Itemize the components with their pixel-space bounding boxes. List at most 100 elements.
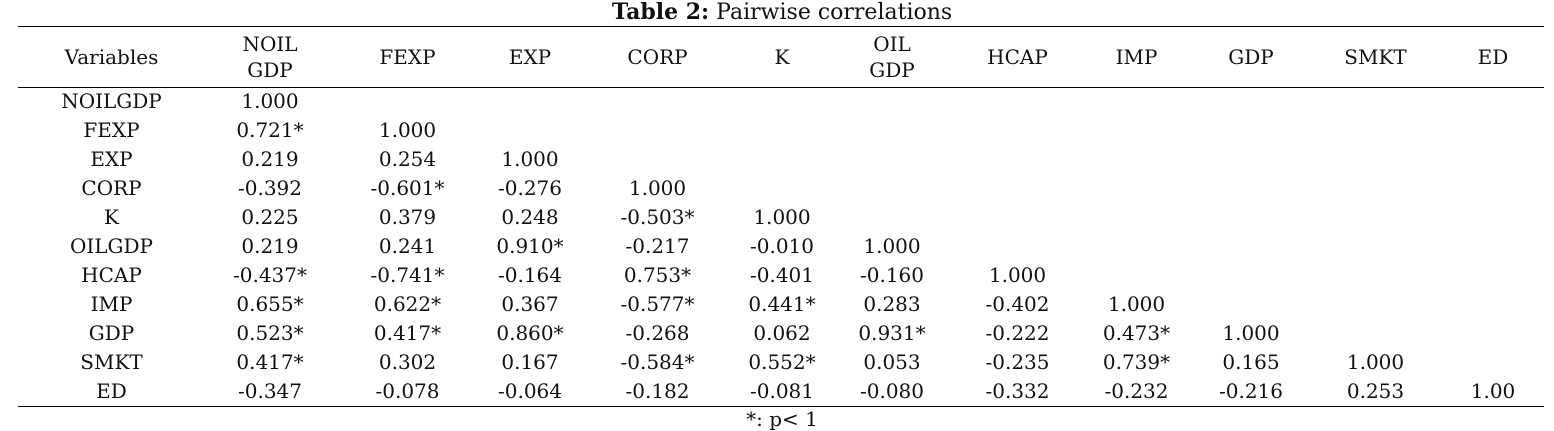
correlation-cell: 1.000 bbox=[1107, 292, 1166, 316]
correlation-cell: -0.217 bbox=[625, 234, 690, 258]
row-label: ED bbox=[96, 379, 127, 403]
correlation-table: Variables NOIL GDP FEXP EXP CORP K OIL GDP HCAP I… bbox=[18, 27, 1544, 406]
correlation-cell bbox=[1309, 145, 1442, 174]
correlation-cell bbox=[1193, 116, 1309, 145]
row-label: GDP bbox=[88, 321, 135, 345]
correlation-cell: 1.000 bbox=[1346, 350, 1405, 374]
row-label: NOILGDP bbox=[61, 89, 162, 113]
correlation-cell bbox=[1080, 261, 1193, 290]
column-header-text: GDP bbox=[1228, 45, 1274, 69]
correlation-cell: 0.367 bbox=[501, 292, 559, 316]
correlation-cell bbox=[1309, 290, 1442, 319]
column-header-text: NOIL bbox=[242, 32, 298, 56]
correlation-cell bbox=[1442, 174, 1544, 203]
correlation-cell: 0.283 bbox=[863, 292, 921, 316]
column-header: K bbox=[735, 27, 829, 87]
correlation-cell: 0.302 bbox=[378, 350, 437, 374]
table-bottom-rule bbox=[18, 406, 1544, 407]
correlation-cell: 1.00 bbox=[1470, 379, 1516, 403]
correlation-cell: 0.219 bbox=[241, 147, 299, 171]
correlation-cell bbox=[1442, 203, 1544, 232]
correlation-cell: 0.253 bbox=[1346, 379, 1405, 403]
column-header-text: GDP bbox=[869, 58, 915, 82]
correlation-cell: 1.000 bbox=[863, 234, 921, 258]
correlation-cell bbox=[1193, 261, 1309, 290]
table-row: IMP 0.655* 0.622* 0.367 -0.577* 0.441* 0.283 -0… bbox=[18, 290, 1544, 319]
correlation-cell: 0.552* bbox=[748, 350, 816, 374]
correlation-cell: -0.276 bbox=[497, 176, 562, 200]
corner-header: Variables bbox=[64, 45, 159, 69]
correlation-cell: 0.910* bbox=[496, 234, 564, 258]
correlation-cell: -0.401 bbox=[749, 263, 814, 287]
column-header-text: CORP bbox=[627, 45, 688, 69]
correlation-cell bbox=[1193, 145, 1309, 174]
correlation-cell bbox=[829, 174, 955, 203]
correlation-cell: 0.523* bbox=[236, 321, 304, 345]
correlation-cell: 1.000 bbox=[1222, 321, 1280, 345]
correlation-cell bbox=[1309, 174, 1442, 203]
correlation-cell: -0.601* bbox=[370, 176, 445, 200]
correlation-cell bbox=[735, 87, 829, 116]
correlation-cell: 0.417* bbox=[236, 350, 304, 374]
correlation-cell bbox=[1309, 203, 1442, 232]
correlation-cell: -0.160 bbox=[859, 263, 924, 287]
correlation-cell bbox=[735, 145, 829, 174]
correlation-cell: 0.219 bbox=[241, 234, 299, 258]
table-caption-label: Table 2: bbox=[611, 0, 710, 25]
column-header-text: OIL bbox=[873, 32, 911, 56]
correlation-cell: 0.860* bbox=[496, 321, 564, 345]
correlation-cell: 1.000 bbox=[628, 176, 687, 200]
correlation-cell: -0.741* bbox=[370, 263, 445, 287]
correlation-cell: -0.235 bbox=[985, 350, 1050, 374]
column-header: FEXP bbox=[335, 27, 480, 87]
table-row: K 0.225 0.379 0.248 -0.503* 1.000 bbox=[18, 203, 1544, 232]
table-header-row: Variables NOIL GDP FEXP EXP CORP K OIL GDP HCAP I… bbox=[18, 27, 1544, 87]
table-row: HCAP -0.437* -0.741* -0.164 0.753* -0.401 -0.1… bbox=[18, 261, 1544, 290]
correlation-cell bbox=[1442, 348, 1544, 377]
correlation-cell: -0.182 bbox=[625, 379, 690, 403]
correlation-cell: 0.062 bbox=[753, 321, 811, 345]
correlation-cell bbox=[480, 116, 580, 145]
column-header-text: ED bbox=[1477, 45, 1509, 69]
table-caption-title: Pairwise correlations bbox=[716, 0, 953, 25]
correlation-cell: 0.417* bbox=[373, 321, 442, 345]
table-row: FEXP 0.721* 1.000 bbox=[18, 116, 1544, 145]
correlation-cell: -0.222 bbox=[985, 321, 1050, 345]
table-header-rule bbox=[18, 87, 1544, 88]
row-label: FEXP bbox=[83, 118, 140, 142]
column-header-text: GDP bbox=[247, 58, 293, 82]
table-row: CORP -0.392 -0.601* -0.276 1.000 bbox=[18, 174, 1544, 203]
correlation-cell: 0.167 bbox=[501, 350, 559, 374]
correlation-cell bbox=[1442, 232, 1544, 261]
column-header: CORP bbox=[580, 27, 735, 87]
correlation-cell bbox=[1080, 174, 1193, 203]
row-label: IMP bbox=[90, 292, 133, 316]
column-header: OIL GDP bbox=[829, 27, 955, 87]
correlation-cell bbox=[1442, 290, 1544, 319]
row-label: CORP bbox=[81, 176, 142, 200]
correlation-cell bbox=[1193, 290, 1309, 319]
row-label: EXP bbox=[90, 147, 133, 171]
correlation-cell: 0.622* bbox=[373, 292, 442, 316]
correlation-cell: 1.000 bbox=[378, 118, 437, 142]
table-top-rule bbox=[18, 26, 1544, 27]
correlation-cell: -0.081 bbox=[749, 379, 814, 403]
correlation-cell: 1.000 bbox=[753, 205, 811, 229]
correlation-cell bbox=[580, 116, 735, 145]
table-body: NOILGDP 1.000 FEXP 0.721* 1.000 EXP 0.219 0.254… bbox=[18, 87, 1544, 406]
correlation-cell: -0.347 bbox=[237, 379, 302, 403]
correlation-cell bbox=[1442, 319, 1544, 348]
column-header-text: SMKT bbox=[1344, 45, 1407, 69]
column-header-text: K bbox=[774, 45, 790, 69]
correlation-cell bbox=[335, 87, 480, 116]
table-row: ED -0.347 -0.078 -0.064 -0.182 -0.081 -0.080 -0… bbox=[18, 377, 1544, 406]
correlation-cell: 1.000 bbox=[501, 147, 559, 171]
correlation-cell bbox=[1193, 203, 1309, 232]
correlation-cell: -0.584* bbox=[620, 350, 695, 374]
correlation-cell bbox=[1080, 116, 1193, 145]
correlation-cell: -0.080 bbox=[859, 379, 924, 403]
row-label: HCAP bbox=[81, 263, 142, 287]
correlation-cell bbox=[1442, 87, 1544, 116]
correlation-cell: -0.268 bbox=[625, 321, 690, 345]
correlation-cell bbox=[1309, 116, 1442, 145]
